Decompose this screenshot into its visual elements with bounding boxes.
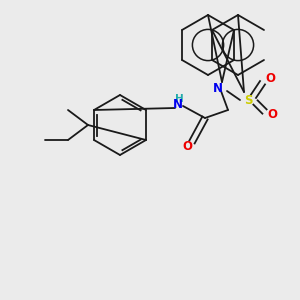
Text: N: N (173, 98, 183, 112)
Text: S: S (244, 94, 252, 106)
Text: H: H (175, 94, 183, 104)
Text: O: O (182, 140, 192, 154)
Text: O: O (267, 107, 277, 121)
Text: O: O (265, 73, 275, 85)
Text: N: N (213, 82, 223, 94)
